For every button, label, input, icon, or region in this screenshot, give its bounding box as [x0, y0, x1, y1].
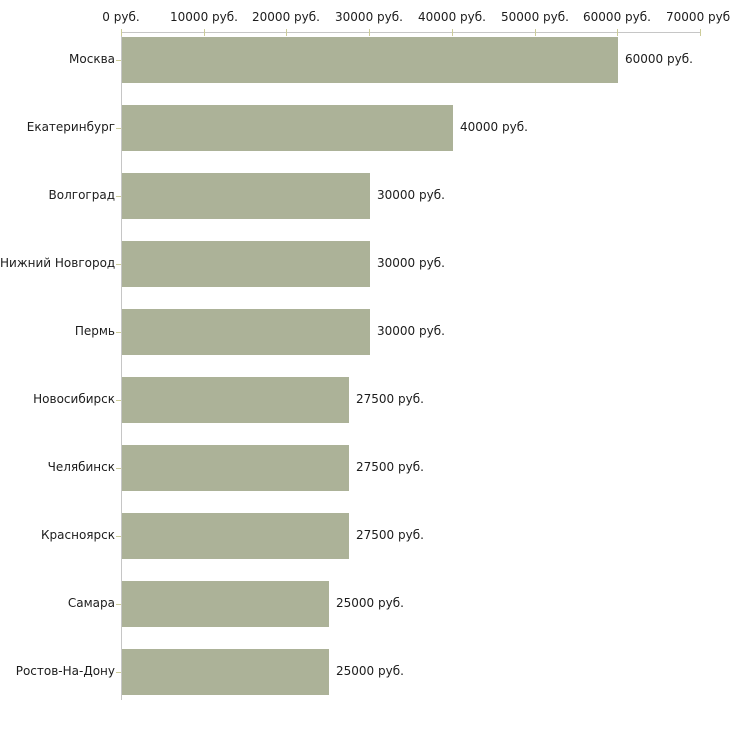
x-axis-tick [204, 29, 205, 36]
x-axis-tick-label: 10000 руб. [170, 10, 238, 24]
category-label: Екатеринбург [26, 120, 115, 134]
x-axis-tick-label: 50000 руб. [501, 10, 569, 24]
category-label: Нижний Новгород [0, 256, 116, 270]
x-axis-tick [121, 29, 122, 36]
bar [122, 513, 349, 559]
bar [122, 377, 349, 423]
category-label: Волгоград [48, 188, 115, 202]
category-tick [116, 128, 121, 129]
value-label: 25000 руб. [336, 596, 404, 610]
category-tick [116, 196, 121, 197]
value-label: 30000 руб. [377, 324, 445, 338]
category-label: Челябинск [47, 460, 115, 474]
x-axis-tick-label: 20000 руб. [252, 10, 320, 24]
category-tick [116, 536, 121, 537]
category-tick [116, 60, 121, 61]
y-axis-line [121, 32, 122, 700]
x-axis-tick-label: 0 руб. [102, 10, 140, 24]
value-label: 27500 руб. [356, 528, 424, 542]
category-label: Самара [67, 596, 115, 610]
category-label: Ростов-На-Дону [15, 664, 115, 678]
category-label: Новосибирск [33, 392, 115, 406]
value-label: 30000 руб. [377, 188, 445, 202]
bar [122, 105, 453, 151]
category-label: Красноярск [41, 528, 115, 542]
bar [122, 581, 329, 627]
x-axis-tick-label: 30000 руб. [335, 10, 403, 24]
value-label: 60000 руб. [625, 52, 693, 66]
category-tick [116, 672, 121, 673]
x-axis-tick-label: 70000 руб. [666, 10, 730, 24]
x-axis-line [121, 32, 701, 33]
bar [122, 241, 370, 287]
category-tick [116, 264, 121, 265]
bar [122, 309, 370, 355]
x-axis-tick [617, 29, 618, 36]
value-label: 27500 руб. [356, 392, 424, 406]
value-label: 25000 руб. [336, 664, 404, 678]
x-axis-tick [535, 29, 536, 36]
value-label: 40000 руб. [460, 120, 528, 134]
category-tick [116, 332, 121, 333]
value-label: 27500 руб. [356, 460, 424, 474]
x-axis-tick [369, 29, 370, 36]
x-axis-tick [286, 29, 287, 36]
x-axis-tick [452, 29, 453, 36]
category-label: Москва [69, 52, 115, 66]
bar [122, 37, 618, 83]
category-tick [116, 604, 121, 605]
category-tick [116, 400, 121, 401]
bar [122, 649, 329, 695]
x-axis-tick-label: 40000 руб. [418, 10, 486, 24]
x-axis-tick [700, 29, 701, 36]
bar [122, 173, 370, 219]
value-label: 30000 руб. [377, 256, 445, 270]
category-label: Пермь [74, 324, 115, 338]
category-tick [116, 468, 121, 469]
x-axis-tick-label: 60000 руб. [583, 10, 651, 24]
bar [122, 445, 349, 491]
